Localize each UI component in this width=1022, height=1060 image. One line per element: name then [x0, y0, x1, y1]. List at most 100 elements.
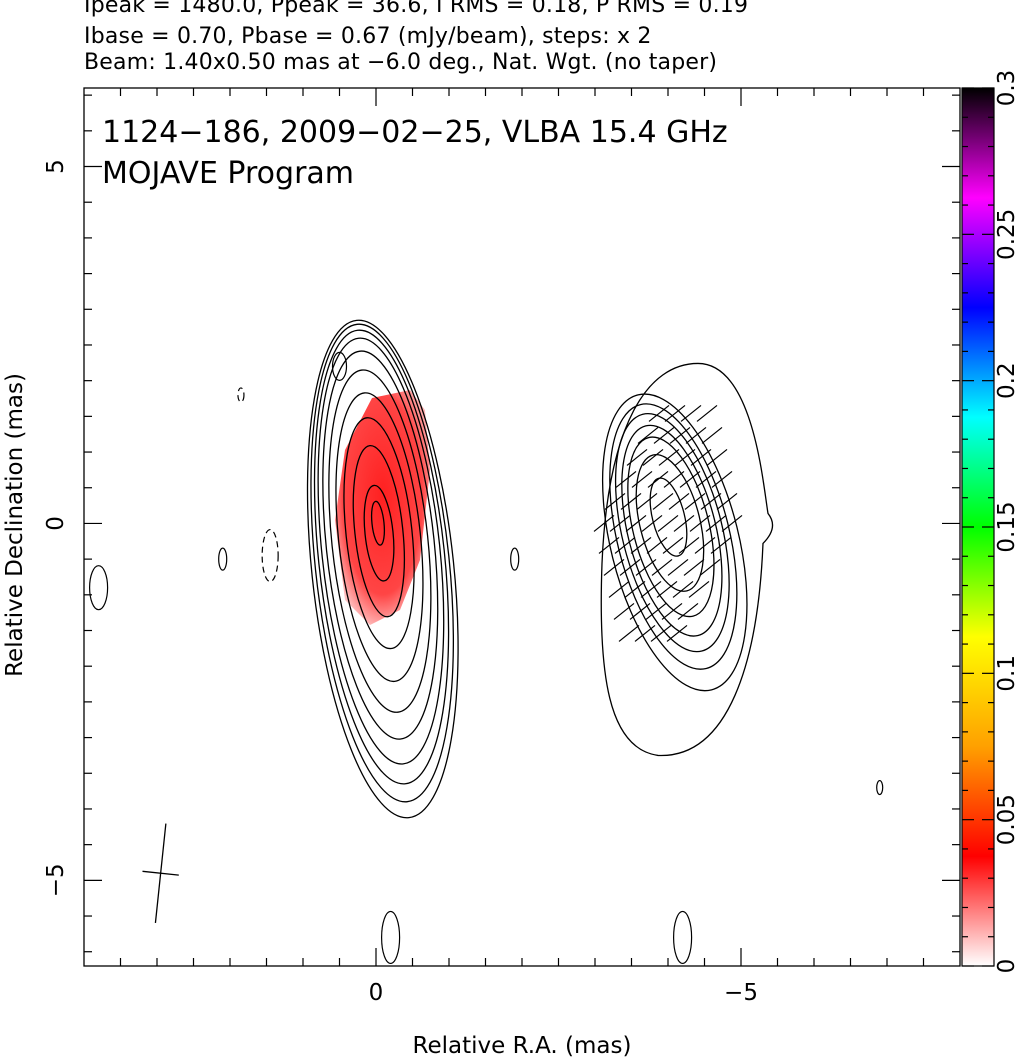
evpa-tick: [673, 514, 695, 532]
colorbar-tick-label: 0.05: [994, 794, 1020, 845]
header-base-steps: Ibase = 0.70, Pbase = 0.67 (mJy/beam), s…: [84, 24, 652, 49]
evpa-tick: [677, 602, 699, 620]
evpa-tick: [685, 426, 707, 444]
chart-title: 1124−186, 2009−02−25, VLBA 15.4 GHz: [102, 115, 728, 150]
x-tick-label: −5: [724, 980, 758, 1006]
knot-contour: [609, 403, 738, 670]
core-contour: [317, 337, 445, 765]
evpa-tick: [699, 558, 721, 576]
evpa-tick: [647, 470, 669, 488]
evpa-tick: [650, 624, 672, 642]
evpa-tick: [634, 624, 656, 642]
evpa-tick: [690, 448, 712, 466]
core-contour: [322, 350, 439, 740]
colorbar-tick-label: 0.15: [994, 501, 1020, 552]
axis-tick-labels: 0 −5 5 0 −5: [43, 159, 758, 1006]
evpa-tick: [653, 426, 675, 444]
evpa-tick: [620, 492, 642, 510]
evpa-tick: [625, 514, 647, 532]
evpa-tick: [604, 492, 626, 510]
evpa-tick: [618, 624, 640, 642]
evpa-tick: [695, 470, 717, 488]
evpa-tick: [721, 514, 743, 532]
core-contour: [352, 444, 405, 618]
core-contour: [363, 484, 395, 582]
evpa-tick: [608, 580, 630, 598]
evpa-tick: [630, 536, 652, 554]
evpa-tick: [603, 558, 625, 576]
noise-contour: [88, 565, 109, 611]
evpa-tick: [705, 514, 727, 532]
core-contour: [313, 329, 450, 785]
evpa-tick: [631, 470, 653, 488]
knot-outer-contour: [600, 362, 774, 757]
evpa-tick: [651, 558, 673, 576]
evpa-tick: [679, 470, 701, 488]
noise-contour: [218, 547, 228, 571]
evpa-tick: [658, 448, 680, 466]
evpa-tick: [667, 558, 689, 576]
jet-knot-contours: [600, 362, 774, 757]
evpa-tick: [666, 624, 688, 642]
evpa-tick: [619, 558, 641, 576]
y-tick-label: 5: [43, 159, 69, 174]
core-contour: [370, 500, 386, 546]
knot-contour: [601, 393, 748, 692]
evpa-tick: [669, 426, 691, 444]
evpa-tick: [689, 514, 711, 532]
evpa-tick: [652, 492, 674, 510]
polarization-vectors: [593, 404, 743, 642]
evpa-tick: [645, 602, 667, 620]
core-contour: [328, 369, 432, 713]
axis-ticks: [84, 88, 960, 966]
knot-contour: [614, 413, 730, 653]
colorbar-tick-label: 0.1: [994, 655, 1020, 692]
evpa-tick: [674, 448, 696, 466]
evpa-tick: [593, 514, 615, 532]
evpa-tick: [636, 492, 658, 510]
evpa-tick: [662, 536, 684, 554]
evpa-tick: [684, 492, 706, 510]
beam-ellipse: [142, 823, 179, 923]
evpa-tick: [664, 404, 686, 422]
core-contours: [306, 319, 459, 819]
colorbar-tick-label: 0: [994, 959, 1020, 974]
evpa-tick: [663, 470, 685, 488]
plot-frame: [83, 87, 961, 967]
noise-contour: [237, 387, 245, 403]
evpa-tick: [648, 404, 670, 422]
evpa-tick: [626, 448, 648, 466]
evpa-tick: [642, 448, 664, 466]
header-beam: Beam: 1.40x0.50 mas at −6.0 deg., Nat. W…: [84, 50, 718, 75]
noise-contours: [88, 351, 884, 965]
evpa-tick: [640, 580, 662, 598]
evpa-tick: [672, 580, 694, 598]
evpa-tick: [598, 536, 620, 554]
colorbar-tick-label: 0.3: [994, 70, 1020, 107]
beam-minor-axis: [142, 870, 179, 876]
core-contour: [343, 417, 415, 650]
evpa-tick: [700, 492, 722, 510]
y-tick-label: −5: [43, 863, 69, 897]
evpa-tick: [629, 602, 651, 620]
y-axis-label: Relative Declination (mas): [2, 373, 28, 677]
knot-contour: [635, 453, 705, 592]
evpa-tick: [678, 536, 700, 554]
evpa-tick: [706, 448, 728, 466]
evpa-tick: [637, 426, 659, 444]
evpa-tick: [635, 558, 657, 576]
evpa-tick: [641, 514, 663, 532]
evpa-tick: [688, 580, 710, 598]
evpa-tick: [680, 404, 702, 422]
colorbar-ticks: [962, 87, 994, 967]
noise-contour: [381, 910, 401, 965]
y-tick-label: 0: [43, 516, 69, 531]
noise-contour: [876, 779, 884, 796]
evpa-tick: [656, 580, 678, 598]
colorbar-tick-labels: 0 0.05 0.1 0.15 0.2 0.25 0.3: [994, 70, 1020, 974]
evpa-tick: [609, 514, 631, 532]
evpa-tick: [661, 602, 683, 620]
evpa-tick: [696, 404, 718, 422]
evpa-tick: [668, 492, 690, 510]
